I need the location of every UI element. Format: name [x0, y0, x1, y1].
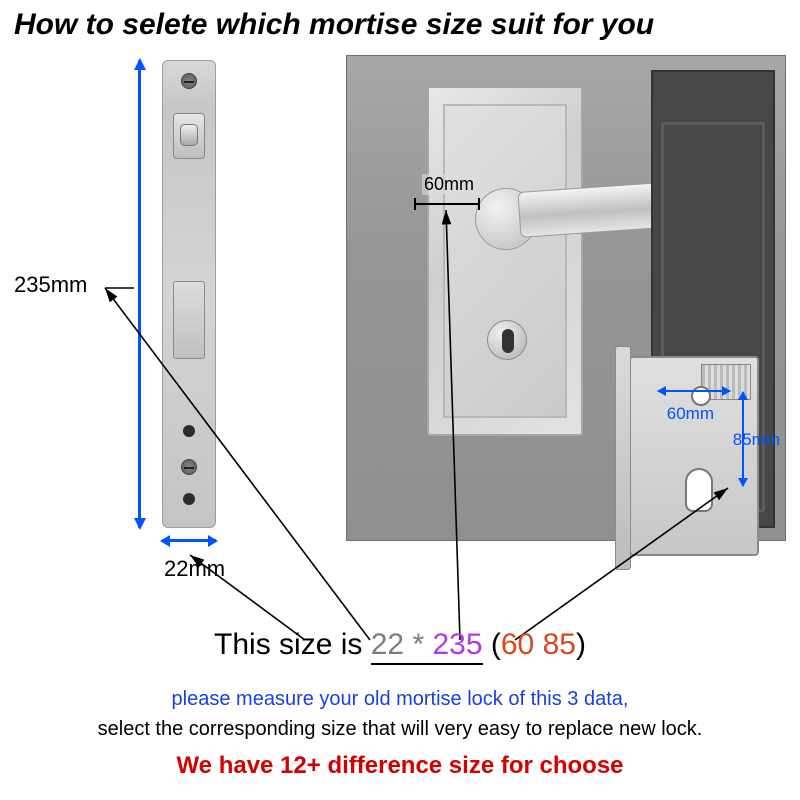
screw-icon — [181, 73, 197, 89]
size-60: 60 — [501, 628, 534, 661]
width-dimension-label: 22mm — [164, 556, 225, 582]
size-85: 85 — [543, 628, 576, 661]
backset-label: 60mm — [422, 174, 476, 195]
backset-tickmark — [414, 198, 480, 210]
size-gap — [534, 628, 542, 661]
size-formula: This size is 22 * 235 (60 85) — [0, 628, 800, 662]
size-times: * — [404, 628, 432, 661]
height-dimension-label: 235mm — [14, 272, 87, 298]
width-dimension-arrow — [162, 539, 216, 542]
cylinder-cutout-icon — [685, 468, 713, 512]
door-photo-area — [346, 55, 786, 541]
size-22: 22 — [371, 628, 404, 661]
size-close: ) — [576, 628, 586, 661]
key-cylinder-icon — [487, 320, 527, 360]
page-title: How to selete which mortise size suit fo… — [14, 8, 654, 42]
mortise-faceplate — [162, 60, 216, 528]
fixing-hole-icon — [183, 425, 195, 437]
lock-width-label: 60mm — [667, 404, 714, 424]
deadbolt-slot — [173, 281, 205, 359]
height-dimension-arrow — [138, 60, 141, 528]
size-prefix: This size is — [214, 628, 371, 661]
instruction-line-2: select the corresponding size that will … — [0, 718, 800, 741]
lock-width-arrow — [658, 390, 730, 392]
handle-backplate — [427, 86, 583, 436]
size-open: ( — [483, 628, 501, 661]
latch-icon — [173, 113, 205, 159]
spindle-hole-icon — [691, 386, 711, 406]
instruction-line-3: We have 12+ difference size for choose — [0, 752, 800, 780]
instruction-line-1: please measure your old mortise lock of … — [0, 688, 800, 711]
size-235: 235 — [432, 628, 482, 661]
lock-height-label: 85mm — [733, 430, 780, 450]
mortise-lock-body — [629, 356, 759, 556]
fixing-hole-icon — [183, 493, 195, 505]
faceplate-diagram — [130, 55, 290, 555]
screw-icon — [181, 459, 197, 475]
